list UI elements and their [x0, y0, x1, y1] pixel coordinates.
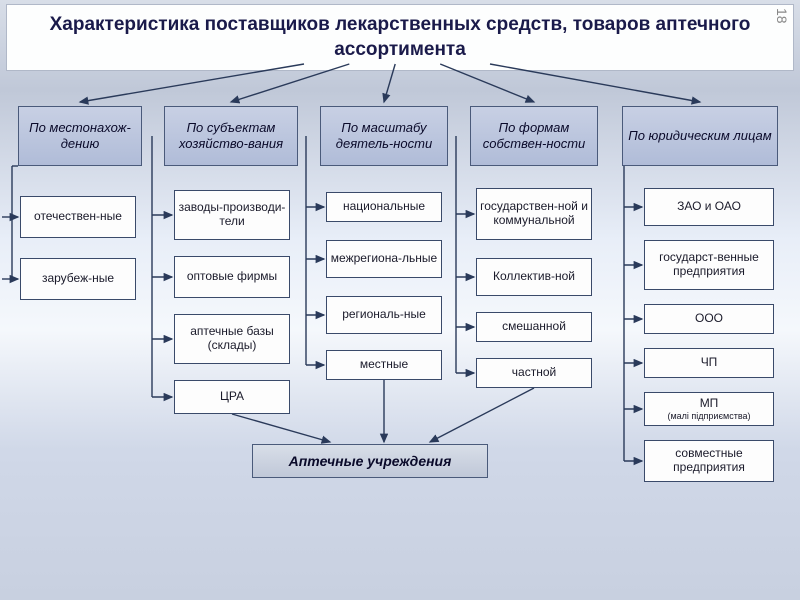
item-box-13: частной	[476, 358, 592, 388]
item-box-8: региональ-ные	[326, 296, 442, 334]
item-box-16: ООО	[644, 304, 774, 334]
item-box-18: МП(малі підприємства)	[644, 392, 774, 426]
item-box-3: оптовые фирмы	[174, 256, 290, 298]
category-box-0: По местонахож-дению	[18, 106, 142, 166]
item-box-10: государствен-ной и коммунальной	[476, 188, 592, 240]
diagram-title: Характеристика поставщиков лекарственных…	[6, 4, 794, 71]
item-box-11: Коллектив-ной	[476, 258, 592, 296]
item-box-9: местные	[326, 350, 442, 380]
title-text: Характеристика поставщиков лекарственных…	[50, 14, 751, 60]
item-box-1: зарубеж-ные	[20, 258, 136, 300]
item-box-5: ЦРА	[174, 380, 290, 414]
result-box: Аптечные учреждения	[252, 444, 488, 478]
item-box-6: национальные	[326, 192, 442, 222]
item-box-19: совместные предприятия	[644, 440, 774, 482]
item-box-14: ЗАО и ОАО	[644, 188, 774, 226]
item-box-17: ЧП	[644, 348, 774, 378]
category-box-1: По субъектам хозяйство-вания	[164, 106, 298, 166]
category-box-4: По юридическим лицам	[622, 106, 778, 166]
item-box-2: заводы-производи-тели	[174, 190, 290, 240]
item-box-12: смешанной	[476, 312, 592, 342]
category-box-3: По формам собствен-ности	[470, 106, 598, 166]
item-box-15: государст-венные предприятия	[644, 240, 774, 290]
category-box-2: По масштабу деятель-ности	[320, 106, 448, 166]
item-box-7: межрегиона-льные	[326, 240, 442, 278]
slide-number: 18	[774, 8, 790, 24]
item-box-4: аптечные базы (склады)	[174, 314, 290, 364]
item-box-0: отечествен-ные	[20, 196, 136, 238]
